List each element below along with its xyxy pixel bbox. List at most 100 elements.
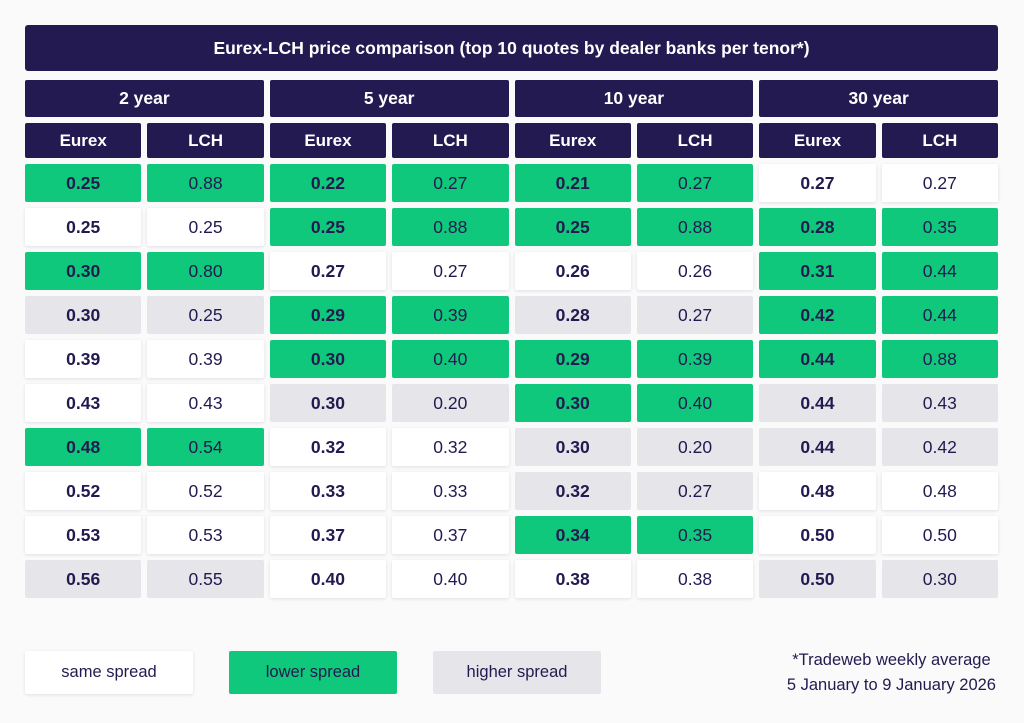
cell-eurex: 0.50 xyxy=(759,560,876,598)
cell-eurex: 0.25 xyxy=(514,208,631,246)
footer: same spread lower spread higher spread *… xyxy=(25,648,998,698)
cell-eurex: 0.44 xyxy=(759,340,876,378)
chart-title: Eurex-LCH price comparison (top 10 quote… xyxy=(25,25,998,71)
legend-higher-spread: higher spread xyxy=(433,651,601,695)
cell-eurex: 0.25 xyxy=(25,164,142,202)
cell-eurex: 0.25 xyxy=(269,208,387,246)
col-header-lch: LCH xyxy=(392,123,509,158)
footnote-line1: *Tradeweb weekly average xyxy=(792,651,991,669)
cell-eurex: 0.48 xyxy=(759,472,876,510)
cell-eurex: 0.44 xyxy=(759,428,876,466)
cell-lch: 0.54 xyxy=(147,428,264,466)
cell-eurex: 0.33 xyxy=(269,472,387,510)
cell-lch: 0.88 xyxy=(147,164,264,202)
col-header-eurex: Eurex xyxy=(759,123,876,158)
cell-eurex: 0.28 xyxy=(759,208,876,246)
cell-eurex: 0.26 xyxy=(514,252,631,290)
cell-lch: 0.44 xyxy=(881,252,998,290)
legend-same-spread: same spread xyxy=(25,651,193,695)
cell-lch: 0.43 xyxy=(147,384,264,422)
comparison-table: 2 year 5 year 10 year 30 year Eurex LCH Eurex L… xyxy=(25,80,998,598)
cell-eurex: 0.30 xyxy=(514,428,631,466)
legend: same spread lower spread higher spread xyxy=(25,651,601,695)
cell-eurex: 0.52 xyxy=(25,472,142,510)
cell-lch: 0.38 xyxy=(636,560,754,598)
cell-lch: 0.80 xyxy=(147,252,264,290)
cell-eurex: 0.43 xyxy=(25,384,142,422)
col-header-lch: LCH xyxy=(636,123,754,158)
tenor-header-5-year: 5 year xyxy=(269,80,509,117)
cell-eurex: 0.44 xyxy=(759,384,876,422)
col-header-eurex: Eurex xyxy=(269,123,387,158)
cell-lch: 0.20 xyxy=(636,428,754,466)
cell-lch: 0.40 xyxy=(392,340,509,378)
cell-lch: 0.88 xyxy=(392,208,509,246)
cell-eurex: 0.56 xyxy=(25,560,142,598)
cell-eurex: 0.27 xyxy=(759,164,876,202)
tenor-header-30-year: 30 year xyxy=(759,80,998,117)
cell-eurex: 0.38 xyxy=(514,560,631,598)
col-header-lch: LCH xyxy=(881,123,998,158)
tenor-header-10-year: 10 year xyxy=(514,80,754,117)
cell-lch: 0.48 xyxy=(881,472,998,510)
col-header-lch: LCH xyxy=(147,123,264,158)
cell-lch: 0.37 xyxy=(392,516,509,554)
footnote-line2: 5 January to 9 January 2026 xyxy=(786,675,996,694)
cell-eurex: 0.31 xyxy=(759,252,876,290)
cell-eurex: 0.28 xyxy=(514,296,631,334)
cell-lch: 0.27 xyxy=(636,472,754,510)
cell-lch: 0.20 xyxy=(392,384,509,422)
cell-eurex: 0.48 xyxy=(25,428,142,466)
cell-eurex: 0.30 xyxy=(269,384,387,422)
cell-lch: 0.39 xyxy=(147,340,264,378)
cell-lch: 0.27 xyxy=(392,164,509,202)
cell-lch: 0.27 xyxy=(636,164,754,202)
cell-eurex: 0.29 xyxy=(514,340,631,378)
col-header-eurex: Eurex xyxy=(25,123,142,158)
cell-lch: 0.55 xyxy=(147,560,264,598)
cell-eurex: 0.37 xyxy=(269,516,387,554)
cell-lch: 0.39 xyxy=(636,340,754,378)
cell-lch: 0.43 xyxy=(881,384,998,422)
cell-lch: 0.53 xyxy=(147,516,264,554)
cell-eurex: 0.22 xyxy=(269,164,387,202)
cell-eurex: 0.30 xyxy=(25,296,142,334)
cell-eurex: 0.30 xyxy=(514,384,631,422)
cell-lch: 0.35 xyxy=(636,516,754,554)
cell-lch: 0.50 xyxy=(881,516,998,554)
cell-lch: 0.25 xyxy=(147,208,264,246)
cell-eurex: 0.21 xyxy=(514,164,631,202)
cell-lch: 0.88 xyxy=(881,340,998,378)
cell-lch: 0.88 xyxy=(636,208,754,246)
cell-lch: 0.30 xyxy=(881,560,998,598)
cell-lch: 0.42 xyxy=(881,428,998,466)
cell-lch: 0.52 xyxy=(147,472,264,510)
cell-eurex: 0.50 xyxy=(759,516,876,554)
tenor-header-2-year: 2 year xyxy=(25,80,264,117)
cell-lch: 0.27 xyxy=(636,296,754,334)
cell-lch: 0.27 xyxy=(392,252,509,290)
cell-lch: 0.40 xyxy=(392,560,509,598)
cell-eurex: 0.27 xyxy=(269,252,387,290)
cell-eurex: 0.34 xyxy=(514,516,631,554)
cell-lch: 0.25 xyxy=(147,296,264,334)
cell-eurex: 0.39 xyxy=(25,340,142,378)
cell-eurex: 0.40 xyxy=(269,560,387,598)
cell-eurex: 0.25 xyxy=(25,208,142,246)
cell-lch: 0.39 xyxy=(392,296,509,334)
cell-lch: 0.40 xyxy=(636,384,754,422)
cell-eurex: 0.32 xyxy=(269,428,387,466)
cell-lch: 0.32 xyxy=(392,428,509,466)
footnote: *Tradeweb weekly average 5 January to 9 … xyxy=(787,648,998,698)
cell-eurex: 0.42 xyxy=(759,296,876,334)
legend-lower-spread: lower spread xyxy=(229,651,397,695)
cell-lch: 0.44 xyxy=(881,296,998,334)
col-header-eurex: Eurex xyxy=(514,123,631,158)
cell-eurex: 0.53 xyxy=(25,516,142,554)
cell-eurex: 0.30 xyxy=(269,340,387,378)
cell-lch: 0.35 xyxy=(881,208,998,246)
cell-eurex: 0.30 xyxy=(25,252,142,290)
cell-lch: 0.33 xyxy=(392,472,509,510)
cell-lch: 0.27 xyxy=(881,164,998,202)
